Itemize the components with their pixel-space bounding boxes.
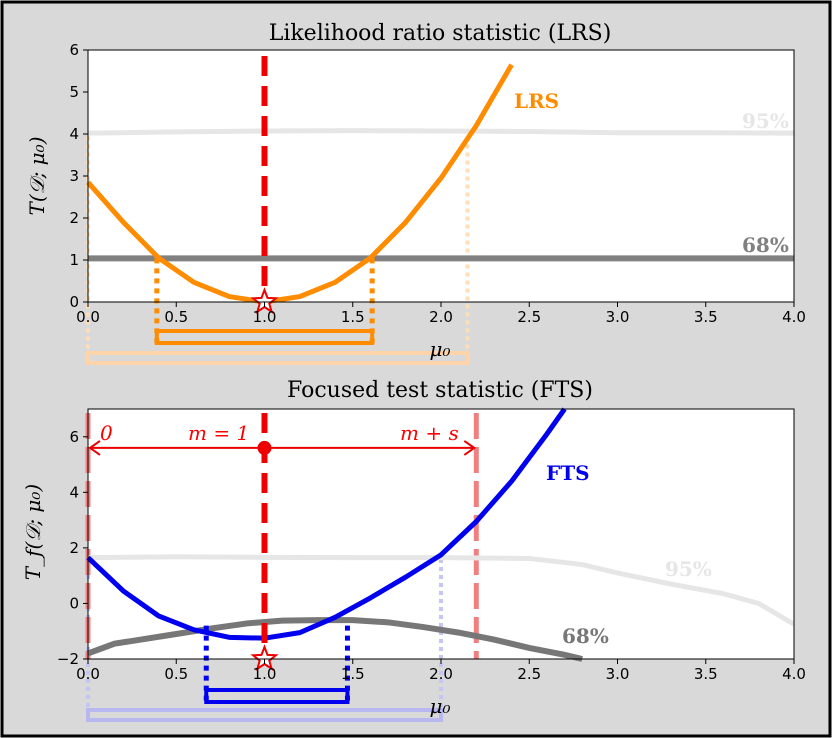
fts-series-label: FTS — [546, 461, 590, 485]
fts-title: Focused test statistic (FTS) — [287, 378, 593, 403]
threshold-95-line — [87, 128, 795, 136]
interval-68-bar — [154, 329, 375, 345]
x-tick-label: 0.5 — [164, 308, 188, 326]
fts-x-ticks: 0.0 0.5 1.0 1.5 2.0 2.5 3.0 3.5 4.0 — [76, 659, 806, 683]
y-tick-label: 6 — [69, 41, 79, 59]
interval-95-bar — [86, 351, 470, 365]
x-tick-label: 0.5 — [164, 665, 188, 683]
lrs-curve — [86, 63, 514, 305]
x-tick-label: 4.0 — [782, 665, 806, 683]
lrs-series-label: LRS — [514, 89, 559, 113]
y-tick-label: 6 — [69, 428, 79, 446]
y-tick-label: 3 — [69, 167, 79, 185]
x-tick-label: 3.5 — [694, 308, 718, 326]
x-tick-label: 3.0 — [606, 665, 630, 683]
fts-curve — [86, 407, 567, 641]
fts-95-label: 95% — [665, 557, 712, 581]
x-tick-label: 1.5 — [341, 308, 365, 326]
x-tick-label: 2.0 — [429, 665, 453, 683]
x-tick-label: 2.5 — [517, 665, 541, 683]
bound-arrow-head-left — [88, 440, 101, 456]
y-tick-label: 4 — [69, 125, 79, 143]
y-tick-label: 5 — [69, 83, 79, 101]
lrs-x-ticks: 0.0 0.5 1.0 1.5 2.0 2.5 3.0 3.5 4.0 — [76, 302, 806, 326]
lrs-95-label: 95% — [742, 109, 789, 133]
fts-y-ticks: −2 0 2 4 6 — [57, 428, 88, 668]
fts-y-axis-label: T_f(𝒟; μ₀) — [21, 484, 45, 580]
interval-68-bar — [204, 688, 350, 704]
x-tick-label: 1.5 — [341, 665, 365, 683]
lrs-marks — [86, 56, 795, 365]
lrs-x-axis-label: μ₀ — [429, 337, 450, 361]
bound-arrow-head-right — [463, 440, 477, 456]
x-tick-label: 2.0 — [429, 308, 453, 326]
interval-95-bar — [86, 708, 443, 722]
x-tick-label: 1.0 — [253, 665, 277, 683]
lrs-y-axis-label: T(𝒟; μ₀) — [25, 136, 49, 215]
x-tick-label: 0.0 — [76, 308, 100, 326]
fts-annotation-zero: 0 — [100, 421, 113, 445]
y-tick-label: 0 — [69, 594, 79, 612]
y-tick-label: 2 — [69, 209, 79, 227]
fts-x-axis-label: μ₀ — [429, 694, 450, 718]
bound-point — [257, 440, 272, 455]
y-tick-label: 2 — [69, 539, 79, 557]
x-tick-label: 3.0 — [606, 308, 630, 326]
fts-panel: Focused test statistic (FTS) 0.0 0.5 1.0 1.… — [21, 378, 806, 722]
x-tick-label: 4.0 — [782, 308, 806, 326]
fts-68-label: 68% — [562, 624, 609, 648]
y-tick-label: 4 — [69, 483, 79, 501]
y-tick-label: 0 — [69, 293, 79, 311]
lrs-68-label: 68% — [742, 233, 789, 257]
threshold-68-line — [86, 617, 583, 662]
lrs-title: Likelihood ratio statistic (LRS) — [269, 21, 612, 46]
y-tick-label: −2 — [57, 650, 79, 668]
fts-annotation-m-plus-s: m + s — [400, 421, 459, 445]
lrs-panel: Likelihood ratio statistic (LRS) 0.0 0.5 1… — [25, 21, 806, 365]
x-tick-label: 3.5 — [694, 665, 718, 683]
y-tick-label: 1 — [69, 251, 79, 269]
lrs-y-ticks: 0 1 2 3 4 5 6 — [69, 41, 88, 311]
fts-annotation-m: m = 1 — [188, 421, 249, 445]
fts-plot-area — [88, 409, 794, 659]
x-tick-label: 1.0 — [253, 308, 277, 326]
x-tick-label: 2.5 — [517, 308, 541, 326]
x-tick-label: 0.0 — [76, 665, 100, 683]
threshold-95-line — [87, 554, 796, 627]
